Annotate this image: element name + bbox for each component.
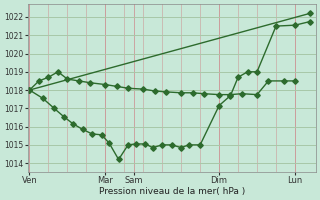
X-axis label: Pression niveau de la mer( hPa ): Pression niveau de la mer( hPa ) [99,187,245,196]
